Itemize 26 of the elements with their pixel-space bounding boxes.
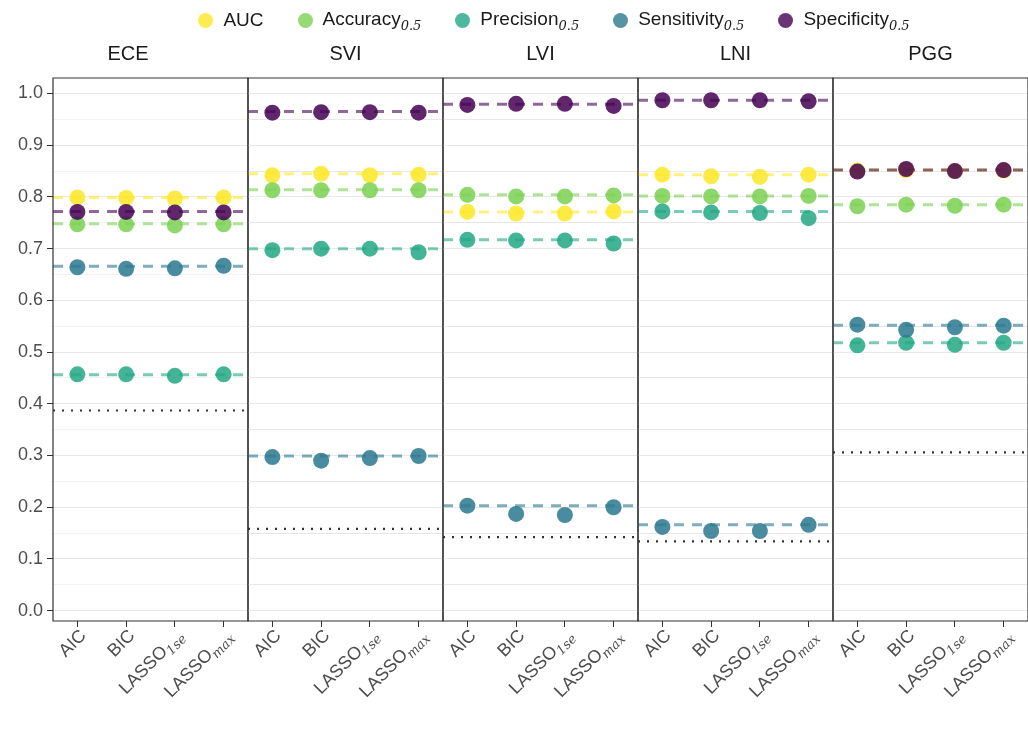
legend-label: Precision$_{0.5}$ — [480, 8, 580, 33]
y-tick-label: 0.4 — [17, 392, 43, 413]
legend-label: AUC — [223, 9, 264, 32]
y-tick-label: 0.8 — [17, 185, 43, 206]
legend-label: Specificity$_{0.5}$ — [803, 8, 910, 33]
chart-title: ECE — [107, 41, 149, 64]
x-tick-label: AIC — [249, 625, 285, 661]
y-tick-label: 1.0 — [17, 82, 43, 103]
y-tick-label: 0.7 — [17, 237, 43, 258]
y-tick-label: 0.9 — [17, 134, 43, 155]
chart-title: LVI — [526, 41, 555, 64]
chart-title: PGG — [908, 41, 953, 64]
legend-label: Accuracy$_{0.5}$ — [322, 8, 422, 33]
x-tick-label: AIC — [444, 625, 480, 661]
legend-label: Sensitivity$_{0.5}$ — [638, 8, 745, 33]
y-tick-label: 0.1 — [17, 547, 43, 568]
y-tick-label: 0.0 — [17, 599, 43, 620]
chart-title: SVI — [329, 41, 362, 64]
y-tick-label: 0.6 — [17, 289, 43, 310]
y-tick-label: 0.5 — [17, 341, 43, 362]
y-tick-label: 0.2 — [17, 496, 43, 517]
x-tick-label: AIC — [54, 625, 90, 661]
x-tick-label: AIC — [834, 625, 870, 661]
y-tick-label: 0.3 — [17, 444, 43, 465]
x-tick-label: AIC — [639, 625, 675, 661]
chart-title: LNI — [719, 41, 752, 64]
